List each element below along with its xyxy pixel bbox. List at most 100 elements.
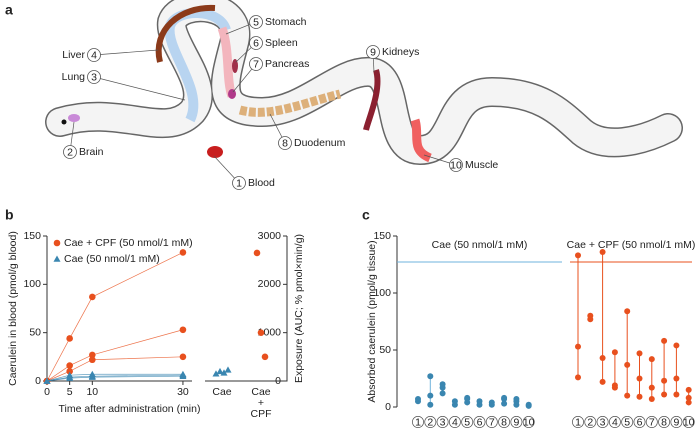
data-point: [575, 343, 581, 350]
legend-label: Cae + CPF (50 nmol/1 mM): [64, 237, 193, 249]
data-point: [648, 356, 655, 363]
data-point: [661, 337, 668, 344]
data-point: [427, 401, 434, 408]
category-label: 10: [683, 416, 695, 428]
label-name: Liver: [62, 49, 85, 61]
panel-label: c: [362, 207, 370, 223]
data-point: [66, 368, 73, 375]
y2-axis-label: Exposure (AUC; % pmol×min/g): [293, 234, 305, 383]
category-label: 9: [673, 416, 679, 428]
data-point: [439, 381, 446, 388]
category-circle: [485, 416, 498, 428]
data-point: [673, 391, 680, 398]
category-label: 3: [600, 416, 606, 428]
category-circle: [412, 416, 424, 428]
group-title: Cae + CPF (50 nmol/1 mM): [567, 239, 696, 251]
data-point: [525, 401, 532, 408]
data-point: [513, 396, 520, 403]
series-line: [46, 375, 183, 382]
category-label: 1: [415, 416, 421, 428]
category-circle: [658, 416, 671, 428]
series-line: [46, 373, 183, 382]
data-point: [501, 394, 508, 401]
y2-tick-label: 0: [275, 375, 281, 387]
y2-tick-label: 3000: [258, 230, 282, 242]
series-line: [46, 252, 184, 382]
x-tick-label: 30: [177, 386, 189, 398]
category-circle: [596, 416, 609, 428]
leader-line: [93, 76, 186, 101]
organ-kidney: [363, 69, 381, 131]
y-axis-label: Absorbed caerulein (pmol/g tissue): [366, 240, 378, 402]
data-point: [611, 349, 618, 356]
data-point: [661, 391, 668, 398]
category-label: 5: [624, 416, 630, 428]
data-point: [451, 398, 458, 405]
data-point: [43, 377, 51, 384]
data-point: [220, 369, 228, 376]
category-label: 7: [649, 416, 655, 428]
y-tick-label: 50: [379, 344, 391, 356]
label-circle: [87, 70, 101, 84]
category-label: 1: [575, 416, 581, 428]
category-label: Cae: [212, 386, 231, 398]
label-circle: [63, 145, 77, 159]
label-number: 7: [253, 58, 259, 70]
label-name: Muscle: [465, 159, 498, 171]
data-point: [685, 386, 692, 393]
y-tick-label: 150: [373, 230, 391, 242]
category-circle: [461, 416, 474, 428]
y2-tick-label: 2000: [258, 278, 282, 290]
data-point: [575, 374, 581, 381]
category-label: 8: [501, 416, 507, 428]
category-label: 4: [612, 416, 618, 428]
organ-brain: [68, 114, 80, 122]
data-point: [685, 394, 692, 401]
category-circle: [633, 416, 646, 428]
data-point: [415, 396, 421, 403]
y-tick-label: 100: [373, 287, 391, 299]
category-label: +: [258, 397, 264, 409]
category-circle: [572, 416, 584, 428]
data-point: [488, 399, 495, 406]
category-circle: [436, 416, 449, 428]
label-number: 4: [91, 49, 97, 61]
data-point: [599, 248, 606, 255]
data-point: [611, 382, 618, 389]
data-point: [636, 375, 643, 382]
category-label: 3: [440, 416, 446, 428]
category-label: 10: [523, 416, 535, 428]
organ-pancreas: [228, 89, 236, 99]
label-number: 8: [282, 137, 288, 149]
data-point: [575, 252, 581, 259]
label-circle: [449, 158, 463, 172]
y-tick-label: 0: [35, 375, 41, 387]
label-circle: [278, 136, 292, 150]
label-circle: [249, 15, 263, 29]
category-circle: [424, 416, 437, 428]
category-label: 6: [477, 416, 483, 428]
data-point: [179, 372, 187, 379]
group-title: Cae (50 nmol/1 mM): [432, 239, 528, 251]
category-label: 2: [587, 416, 593, 428]
data-point: [427, 373, 434, 380]
label-name: Blood: [248, 177, 275, 189]
category-circle: [448, 416, 461, 428]
label-name: Kidneys: [382, 46, 419, 58]
data-point: [648, 384, 655, 391]
category-circle: [473, 416, 486, 428]
label-circle: [87, 48, 101, 62]
label-number: 5: [253, 16, 259, 28]
category-label: 6: [637, 416, 643, 428]
data-point: [179, 249, 187, 256]
data-point: [599, 378, 606, 385]
y-tick-label: 150: [23, 230, 41, 242]
series-line: [46, 329, 184, 382]
data-point: [636, 350, 643, 357]
data-point: [624, 308, 631, 315]
category-circle: [682, 416, 695, 428]
data-point: [501, 400, 508, 407]
data-point: [464, 394, 471, 401]
